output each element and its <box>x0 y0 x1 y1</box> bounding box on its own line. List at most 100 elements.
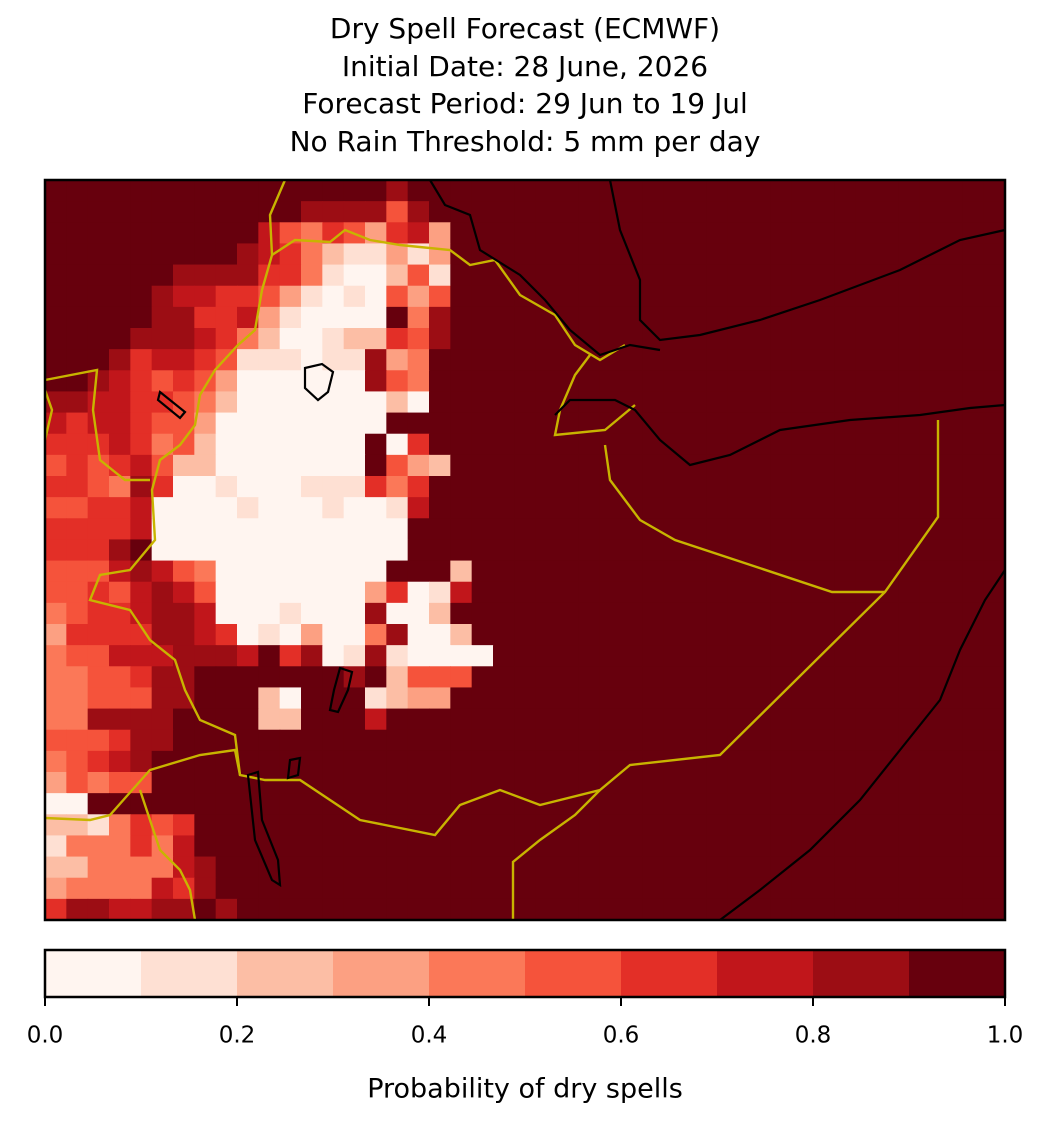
colorbar-tick-label: 1.0 <box>987 1023 1024 1049</box>
grid-cell <box>45 306 67 329</box>
grid-cell <box>130 898 153 921</box>
grid-cell <box>813 391 835 414</box>
grid-cell <box>109 454 131 477</box>
grid-cell <box>813 497 835 519</box>
grid-cell <box>813 201 835 223</box>
grid-cell <box>663 793 686 815</box>
grid-cell <box>429 370 451 393</box>
grid-cell <box>365 243 387 266</box>
grid-cell <box>151 581 174 604</box>
grid-cell <box>898 391 921 414</box>
grid-cell <box>471 750 494 773</box>
grid-cell <box>663 666 686 689</box>
grid-cell <box>322 412 345 435</box>
grid-cell <box>493 306 515 329</box>
grid-cell <box>919 645 942 667</box>
grid-cell <box>130 624 153 646</box>
grid-cell <box>493 328 515 350</box>
grid-cell <box>557 349 579 371</box>
grid-cell <box>45 518 67 541</box>
grid-cell <box>429 793 451 815</box>
grid-cell <box>706 243 729 266</box>
grid-cell <box>471 433 494 456</box>
grid-cell <box>407 476 430 498</box>
grid-cell <box>983 560 1006 583</box>
grid-cell <box>279 772 302 794</box>
grid-cell <box>514 581 537 604</box>
grid-cell <box>493 349 515 371</box>
grid-cell <box>791 581 814 604</box>
grid-cell <box>834 602 857 625</box>
grid-cell <box>855 898 878 921</box>
grid-cell <box>514 772 537 794</box>
grid-cell <box>983 454 1006 477</box>
grid-cell <box>706 602 729 625</box>
grid-cell <box>151 476 174 498</box>
grid-cell <box>386 602 409 625</box>
grid-cell <box>685 433 707 456</box>
grid-cell <box>173 180 195 202</box>
grid-cell <box>941 349 963 371</box>
grid-cell <box>941 898 963 921</box>
grid-cell <box>855 285 878 308</box>
grid-cell <box>749 539 771 562</box>
grid-cell <box>301 180 323 202</box>
grid-cell <box>66 877 89 900</box>
grid-cell <box>535 666 558 689</box>
grid-cell <box>941 454 963 477</box>
grid-cell <box>471 306 494 329</box>
grid-cell <box>429 666 451 689</box>
grid-cell <box>898 370 921 393</box>
grid-cell <box>834 687 857 710</box>
grid-cell <box>599 793 622 815</box>
grid-cell <box>813 349 835 371</box>
grid-cell <box>599 581 622 604</box>
colorbar: 0.0 0.2 0.4 0.6 0.8 1.0 <box>27 950 1024 1049</box>
grid-cell <box>173 370 195 393</box>
grid-cell <box>194 772 217 794</box>
grid-cell <box>919 328 942 350</box>
grid-cell <box>621 412 643 435</box>
grid-cell <box>706 666 729 689</box>
grid-cell <box>813 328 835 350</box>
grid-cell <box>343 602 366 625</box>
grid-cell <box>365 180 387 202</box>
grid-cell <box>770 370 793 393</box>
grid-cell <box>706 497 729 519</box>
grid-cell <box>365 835 387 858</box>
grid-cell <box>535 370 558 393</box>
grid-cell <box>557 497 579 519</box>
grid-cell <box>258 898 281 921</box>
grid-cell <box>173 476 195 498</box>
grid-cell <box>898 666 921 689</box>
grid-cell <box>983 243 1006 266</box>
grid-cell <box>855 624 878 646</box>
grid-cell <box>66 898 89 921</box>
grid-cell <box>535 391 558 414</box>
grid-cell <box>322 814 345 837</box>
grid-cell <box>898 856 921 879</box>
grid-cell <box>770 624 793 646</box>
grid-cell <box>557 772 579 794</box>
grid-cell <box>66 433 89 456</box>
grid-cell <box>45 285 67 308</box>
grid-cell <box>322 877 345 900</box>
grid-cell <box>919 454 942 477</box>
grid-cell <box>919 349 942 371</box>
grid-cell <box>279 898 302 921</box>
grid-cell <box>45 602 67 625</box>
grid-cell <box>215 645 238 667</box>
grid-cell <box>642 687 665 710</box>
grid-cell <box>642 433 665 456</box>
grid-cell <box>514 264 537 287</box>
grid-cell <box>386 560 409 583</box>
grid-cell <box>130 285 153 308</box>
grid-cell <box>770 898 793 921</box>
grid-cell <box>749 497 771 519</box>
grid-cell <box>258 877 281 900</box>
grid-cell <box>919 898 942 921</box>
grid-cell <box>898 497 921 519</box>
grid-cell <box>87 264 110 287</box>
grid-cell <box>962 497 985 519</box>
grid-cell <box>471 349 494 371</box>
